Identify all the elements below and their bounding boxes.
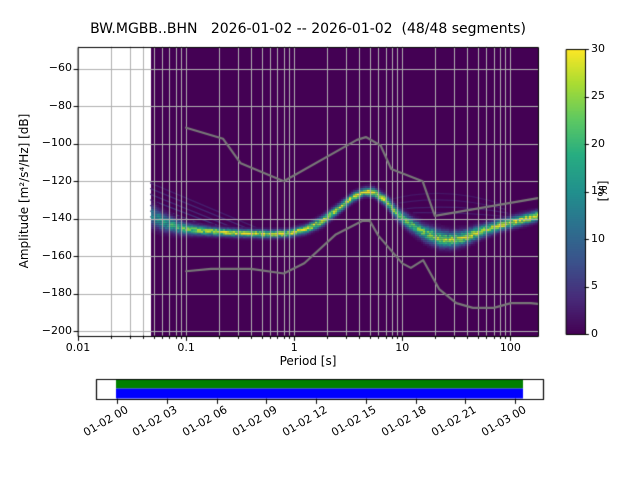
colorbar-tick-label: 20 xyxy=(591,136,605,150)
plot-title: BW.MGBB..BHN 2026-01-02 -- 2026-01-02 (4… xyxy=(90,21,526,37)
x-tick-label: 100 xyxy=(499,341,521,354)
y-tick-label: −80 xyxy=(48,98,72,112)
x-axis-label: Period [s] xyxy=(279,354,337,368)
colorbar-tick-label: 5 xyxy=(591,279,598,292)
y-tick-label: −140 xyxy=(41,211,72,225)
y-tick-label: −180 xyxy=(41,286,72,300)
y-tick-label: −60 xyxy=(48,61,72,75)
x-tick-label: 10 xyxy=(395,341,410,354)
x-tick-label: 1 xyxy=(290,341,298,354)
x-tick-label: 0.01 xyxy=(65,341,91,354)
y-tick-label: −160 xyxy=(41,248,72,262)
x-tick-label: 0.1 xyxy=(177,341,195,354)
y-tick-label: −100 xyxy=(41,136,72,150)
y-tick-label: −200 xyxy=(41,323,72,337)
colorbar-tick-label: 10 xyxy=(591,231,605,245)
colorbar-tick-label: 15 xyxy=(591,184,605,197)
colorbar-tick-label: 25 xyxy=(591,89,605,102)
colorbar-tick-label: 0 xyxy=(591,326,598,340)
colorbar-tick-label: 30 xyxy=(591,41,605,55)
y-tick-label: −120 xyxy=(41,173,72,187)
